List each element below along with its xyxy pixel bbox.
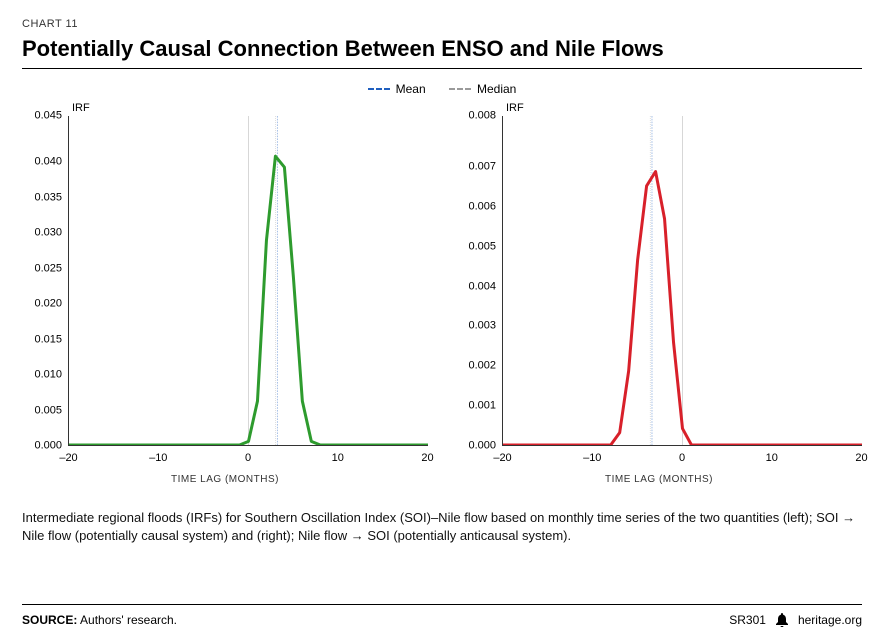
right-plot-area: [502, 116, 862, 446]
y-tick-label: 0.030: [34, 228, 62, 239]
y-tick-label: 0.003: [468, 321, 496, 332]
y-tick-label: 0.040: [34, 157, 62, 168]
left-line-chart: [69, 116, 428, 445]
y-tick-label: 0.005: [468, 241, 496, 252]
source-text: Authors' research.: [80, 613, 177, 627]
footer-right: SR301 heritage.org: [729, 613, 862, 627]
y-tick-label: 0.000: [468, 441, 496, 452]
y-tick-label: 0.004: [468, 281, 496, 292]
y-tick-label: 0.007: [468, 161, 496, 172]
y-tick-label: 0.001: [468, 401, 496, 412]
right-x-title: TIME LAG (MONTHS): [456, 474, 862, 485]
bell-icon: [776, 613, 788, 627]
y-tick-label: 0.000: [34, 440, 62, 451]
y-tick-label: 0.010: [34, 370, 62, 381]
site-link: heritage.org: [798, 613, 862, 627]
legend-median-label: Median: [477, 82, 516, 96]
y-tick-label: 0.020: [34, 299, 62, 310]
legend-mean-label: Mean: [396, 82, 426, 96]
y-tick-label: 0.005: [34, 405, 62, 416]
right-y-axis: 0.0080.0070.0060.0050.0040.0030.0020.001…: [456, 116, 502, 446]
legend-median-swatch: [449, 88, 471, 90]
panels-row: IRF 0.045 0.040 0.035 0.030 0.025 0.020 0.015 0…: [22, 102, 862, 485]
chart-caption: Intermediate regional floods (IRFs) for …: [22, 509, 862, 545]
legend-median: Median: [449, 82, 516, 96]
y-tick-label: 0.002: [468, 361, 496, 372]
chart-title: Potentially Causal Connection Between EN…: [22, 36, 862, 62]
footer-source: SOURCE: Authors' research.: [22, 613, 177, 627]
right-line-chart: [503, 116, 862, 445]
y-tick-label: 0.006: [468, 201, 496, 212]
right-y-title: IRF: [506, 102, 862, 114]
doc-id: SR301: [729, 613, 766, 627]
right-panel: IRF 0.008 0.007 0.006 0.005 0.004 0.003 0.002 0…: [456, 102, 862, 485]
legend-mean: Mean: [368, 82, 426, 96]
y-tick-label: 0.045: [34, 111, 62, 122]
left-x-title: TIME LAG (MONTHS): [22, 474, 428, 485]
y-tick-label: 0.025: [34, 263, 62, 274]
y-tick-label: 0.015: [34, 334, 62, 345]
left-plot-area: [68, 116, 428, 446]
y-tick-label: 0.035: [34, 192, 62, 203]
chart-number-label: CHART 11: [22, 18, 862, 30]
title-rule: [22, 68, 862, 69]
legend-mean-swatch: [368, 88, 390, 90]
source-label: SOURCE:: [22, 613, 77, 627]
footer: SOURCE: Authors' research. SR301 heritag…: [22, 604, 862, 627]
legend: Mean Median: [22, 79, 862, 96]
left-y-title: IRF: [72, 102, 428, 114]
left-panel: IRF 0.045 0.040 0.035 0.030 0.025 0.020 0.015 0…: [22, 102, 428, 485]
left-y-axis: 0.0450.0400.0350.0300.0250.0200.0150.010…: [22, 116, 68, 446]
y-tick-label: 0.008: [468, 111, 496, 122]
